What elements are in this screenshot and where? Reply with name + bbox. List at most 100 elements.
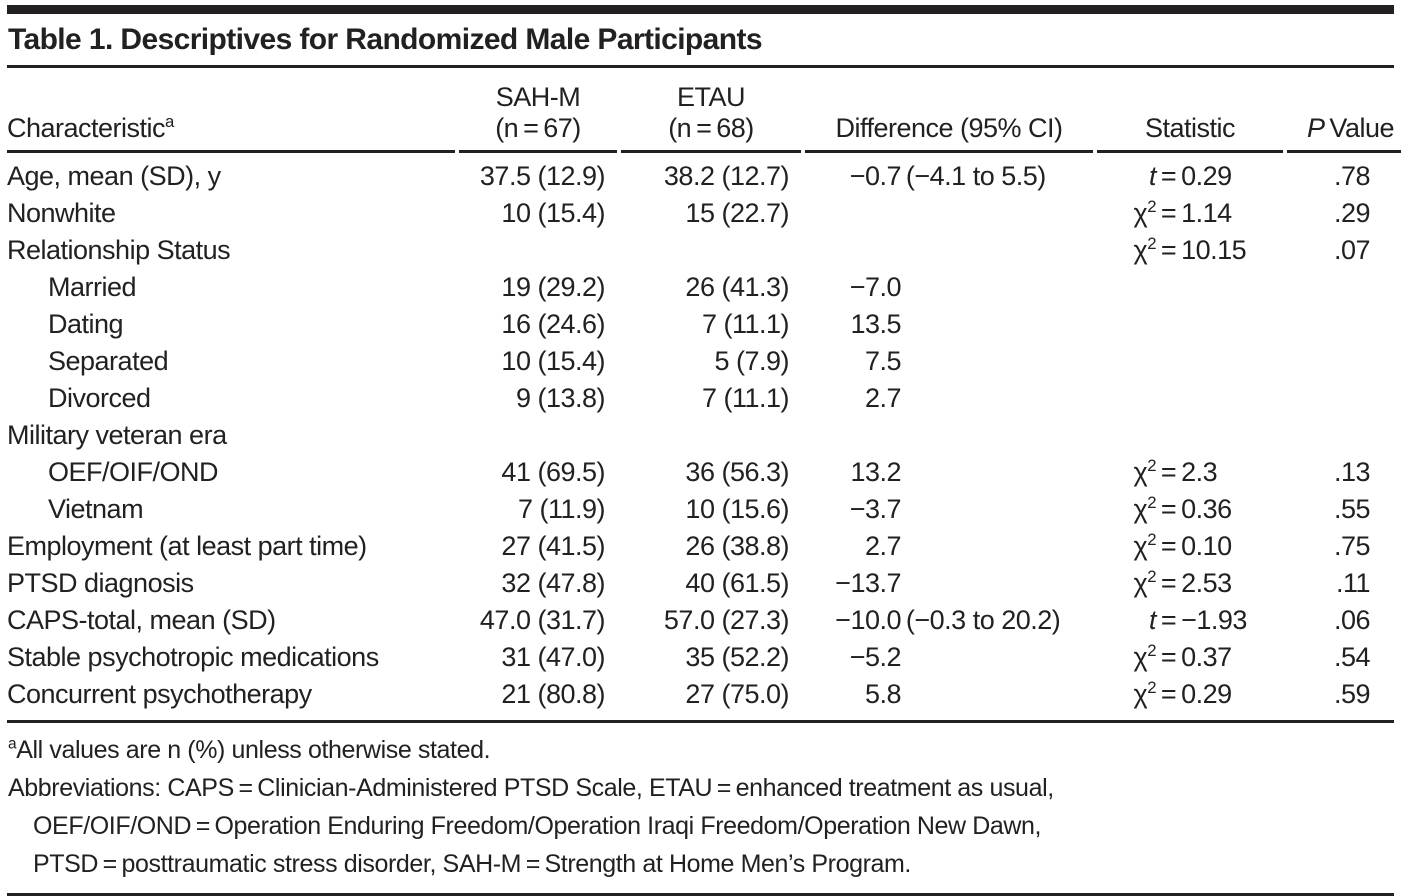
table-row: Dating 16 (24.6) 7 (11.1) 13.5	[7, 306, 1401, 343]
table-row: Separated 10 (15.4) 5 (7.9) 7.5	[7, 343, 1401, 380]
difference-value: −13.7	[805, 565, 1093, 602]
sahm-value: 41 (69.5)	[501, 457, 605, 487]
table-row: Concurrent psychotherapy 21 (80.8) 27 (75.…	[7, 676, 1401, 713]
etau-group-label: ETAU	[676, 82, 746, 112]
chi-square-symbol: χ2	[1133, 197, 1157, 228]
characteristic-footnote-marker: a	[165, 112, 174, 131]
difference-number: −10.0	[835, 605, 901, 635]
row-label: Stable psychotropic medications	[7, 642, 379, 672]
statistic-value: χ2 = 2.3	[1097, 454, 1283, 491]
table-row: Relationship Status χ2 = 10.15 .07	[7, 232, 1401, 269]
footnotes: aAll values are n (%) unless otherwise s…	[7, 723, 1394, 888]
table-row: OEF/OIF/OND 41 (69.5) 36 (56.3) 13.2 χ2 = 2.…	[7, 454, 1401, 491]
top-thick-rule	[7, 5, 1394, 14]
statistic-value: t = −1.93	[1097, 602, 1283, 639]
p-value	[1287, 269, 1401, 306]
difference-value: −10.0 (−0.3 to 20.2)	[805, 602, 1093, 639]
row-label: PTSD diagnosis	[7, 568, 194, 598]
p-value	[1287, 380, 1401, 417]
etau-value: 57.0 (27.3)	[663, 605, 790, 635]
etau-value: 7 (11.1)	[701, 383, 790, 413]
chi-square-exponent: 2	[1147, 678, 1156, 697]
etau-value: 35 (52.2)	[685, 642, 789, 672]
table-bottom-rule	[7, 720, 1394, 723]
t-symbol: t	[1148, 161, 1157, 191]
etau-value	[621, 232, 801, 269]
difference-value: 13.5	[805, 306, 1093, 343]
footnote-abbreviations-line3: PTSD = posttraumatic stress disorder, SA…	[33, 850, 911, 878]
row-label: Separated	[48, 346, 169, 376]
difference-value: 2.7	[805, 380, 1093, 417]
difference-value: −5.2	[805, 639, 1093, 676]
table-figure: Table 1. Descriptives for Randomized Mal…	[0, 5, 1401, 896]
statistic-value	[1097, 269, 1283, 306]
chi-square-symbol: χ2	[1133, 493, 1157, 524]
column-header-p-value: P Value	[1287, 68, 1401, 153]
etau-value	[621, 417, 801, 454]
sahm-value	[459, 232, 617, 269]
chi-square-exponent: 2	[1147, 530, 1156, 549]
etau-value: 26 (41.3)	[685, 272, 789, 302]
difference-value: 7.5	[805, 343, 1093, 380]
descriptives-table: Characteristica SAH-M (n = 67) ETAU (n = 6…	[3, 68, 1401, 713]
sahm-value: 7 (11.9)	[517, 494, 606, 524]
row-label: Employment (at least part time)	[7, 531, 367, 561]
difference-value: −3.7	[805, 491, 1093, 528]
chi-square-symbol: χ2	[1133, 567, 1157, 598]
difference-value	[805, 195, 1093, 232]
p-value: .29	[1333, 198, 1371, 228]
p-value: .06	[1333, 605, 1371, 635]
p-value: .07	[1333, 235, 1371, 265]
p-value	[1287, 417, 1401, 454]
etau-value: 10 (15.6)	[685, 494, 789, 524]
table-row: Married 19 (29.2) 26 (41.3) −7.0	[7, 269, 1401, 306]
chi-square-symbol: χ2	[1133, 456, 1157, 487]
sahm-group-label: SAH-M	[495, 82, 581, 112]
statistic-value	[1097, 417, 1283, 454]
table-row: Stable psychotropic medications 31 (47.0)…	[7, 639, 1401, 676]
t-symbol: t	[1148, 605, 1157, 635]
statistic-value: t = 0.29	[1097, 153, 1283, 195]
sahm-value: 16 (24.6)	[501, 309, 605, 339]
statistic-value	[1097, 343, 1283, 380]
etau-n-label: (n = 68)	[668, 113, 754, 143]
column-header-statistic: Statistic	[1097, 68, 1283, 153]
chi-square-symbol: χ2	[1133, 234, 1157, 265]
p-value	[1287, 306, 1401, 343]
etau-value: 38.2 (12.7)	[663, 161, 790, 191]
sahm-value: 9 (13.8)	[515, 383, 606, 413]
row-label: Married	[48, 272, 137, 302]
table-row: Military veteran era	[7, 417, 1401, 454]
difference-value: 13.2	[805, 454, 1093, 491]
table-row: CAPS-total, mean (SD) 47.0 (31.7) 57.0 (27…	[7, 602, 1401, 639]
statistic-value: χ2 = 0.36	[1097, 491, 1283, 528]
table-row: Employment (at least part time) 27 (41.5)…	[7, 528, 1401, 565]
row-label: Dating	[48, 309, 124, 339]
column-header-difference: Difference (95% CI)	[805, 68, 1093, 153]
difference-number: 13.5	[850, 309, 901, 339]
chi-square-exponent: 2	[1147, 456, 1156, 475]
etau-value: 5 (7.9)	[714, 346, 789, 376]
sahm-value: 19 (29.2)	[501, 272, 605, 302]
difference-value: −0.7 (−4.1 to 5.5)	[805, 153, 1093, 195]
row-label: Concurrent psychotherapy	[7, 679, 312, 709]
sahm-value: 10 (15.4)	[501, 346, 605, 376]
difference-value: 5.8	[805, 676, 1093, 713]
difference-value: −7.0	[805, 269, 1093, 306]
sahm-value: 10 (15.4)	[501, 198, 605, 228]
p-value: .55	[1333, 494, 1371, 524]
difference-number: −5.2	[849, 642, 902, 672]
difference-number: −0.7	[849, 161, 902, 191]
column-header-sahm: SAH-M (n = 67)	[459, 68, 617, 153]
table-row: Nonwhite 10 (15.4) 15 (22.7) χ2 = 1.14 .29	[7, 195, 1401, 232]
p-value: .75	[1333, 531, 1371, 561]
chi-square-symbol: χ2	[1133, 678, 1157, 709]
row-label: Military veteran era	[7, 420, 227, 450]
table-row: Divorced 9 (13.8) 7 (11.1) 2.7	[7, 380, 1401, 417]
difference-number: −7.0	[849, 272, 902, 302]
chi-square-exponent: 2	[1147, 197, 1156, 216]
footnote-abbreviations-line2: OEF/OIF/OND = Operation Enduring Freedom…	[33, 812, 1042, 840]
etau-value: 15 (22.7)	[685, 198, 789, 228]
chi-square-exponent: 2	[1147, 567, 1156, 586]
row-label: Age, mean (SD), y	[7, 161, 221, 191]
